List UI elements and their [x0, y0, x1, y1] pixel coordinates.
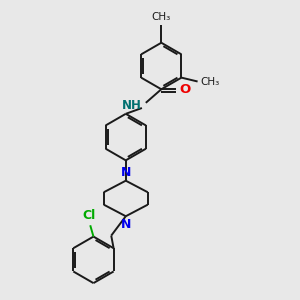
Text: N: N — [121, 218, 131, 231]
Text: Cl: Cl — [82, 209, 95, 222]
Text: N: N — [121, 166, 131, 179]
Text: O: O — [179, 83, 190, 96]
Text: NH: NH — [122, 99, 142, 112]
Text: CH₃: CH₃ — [200, 76, 219, 86]
Text: CH₃: CH₃ — [152, 12, 171, 22]
